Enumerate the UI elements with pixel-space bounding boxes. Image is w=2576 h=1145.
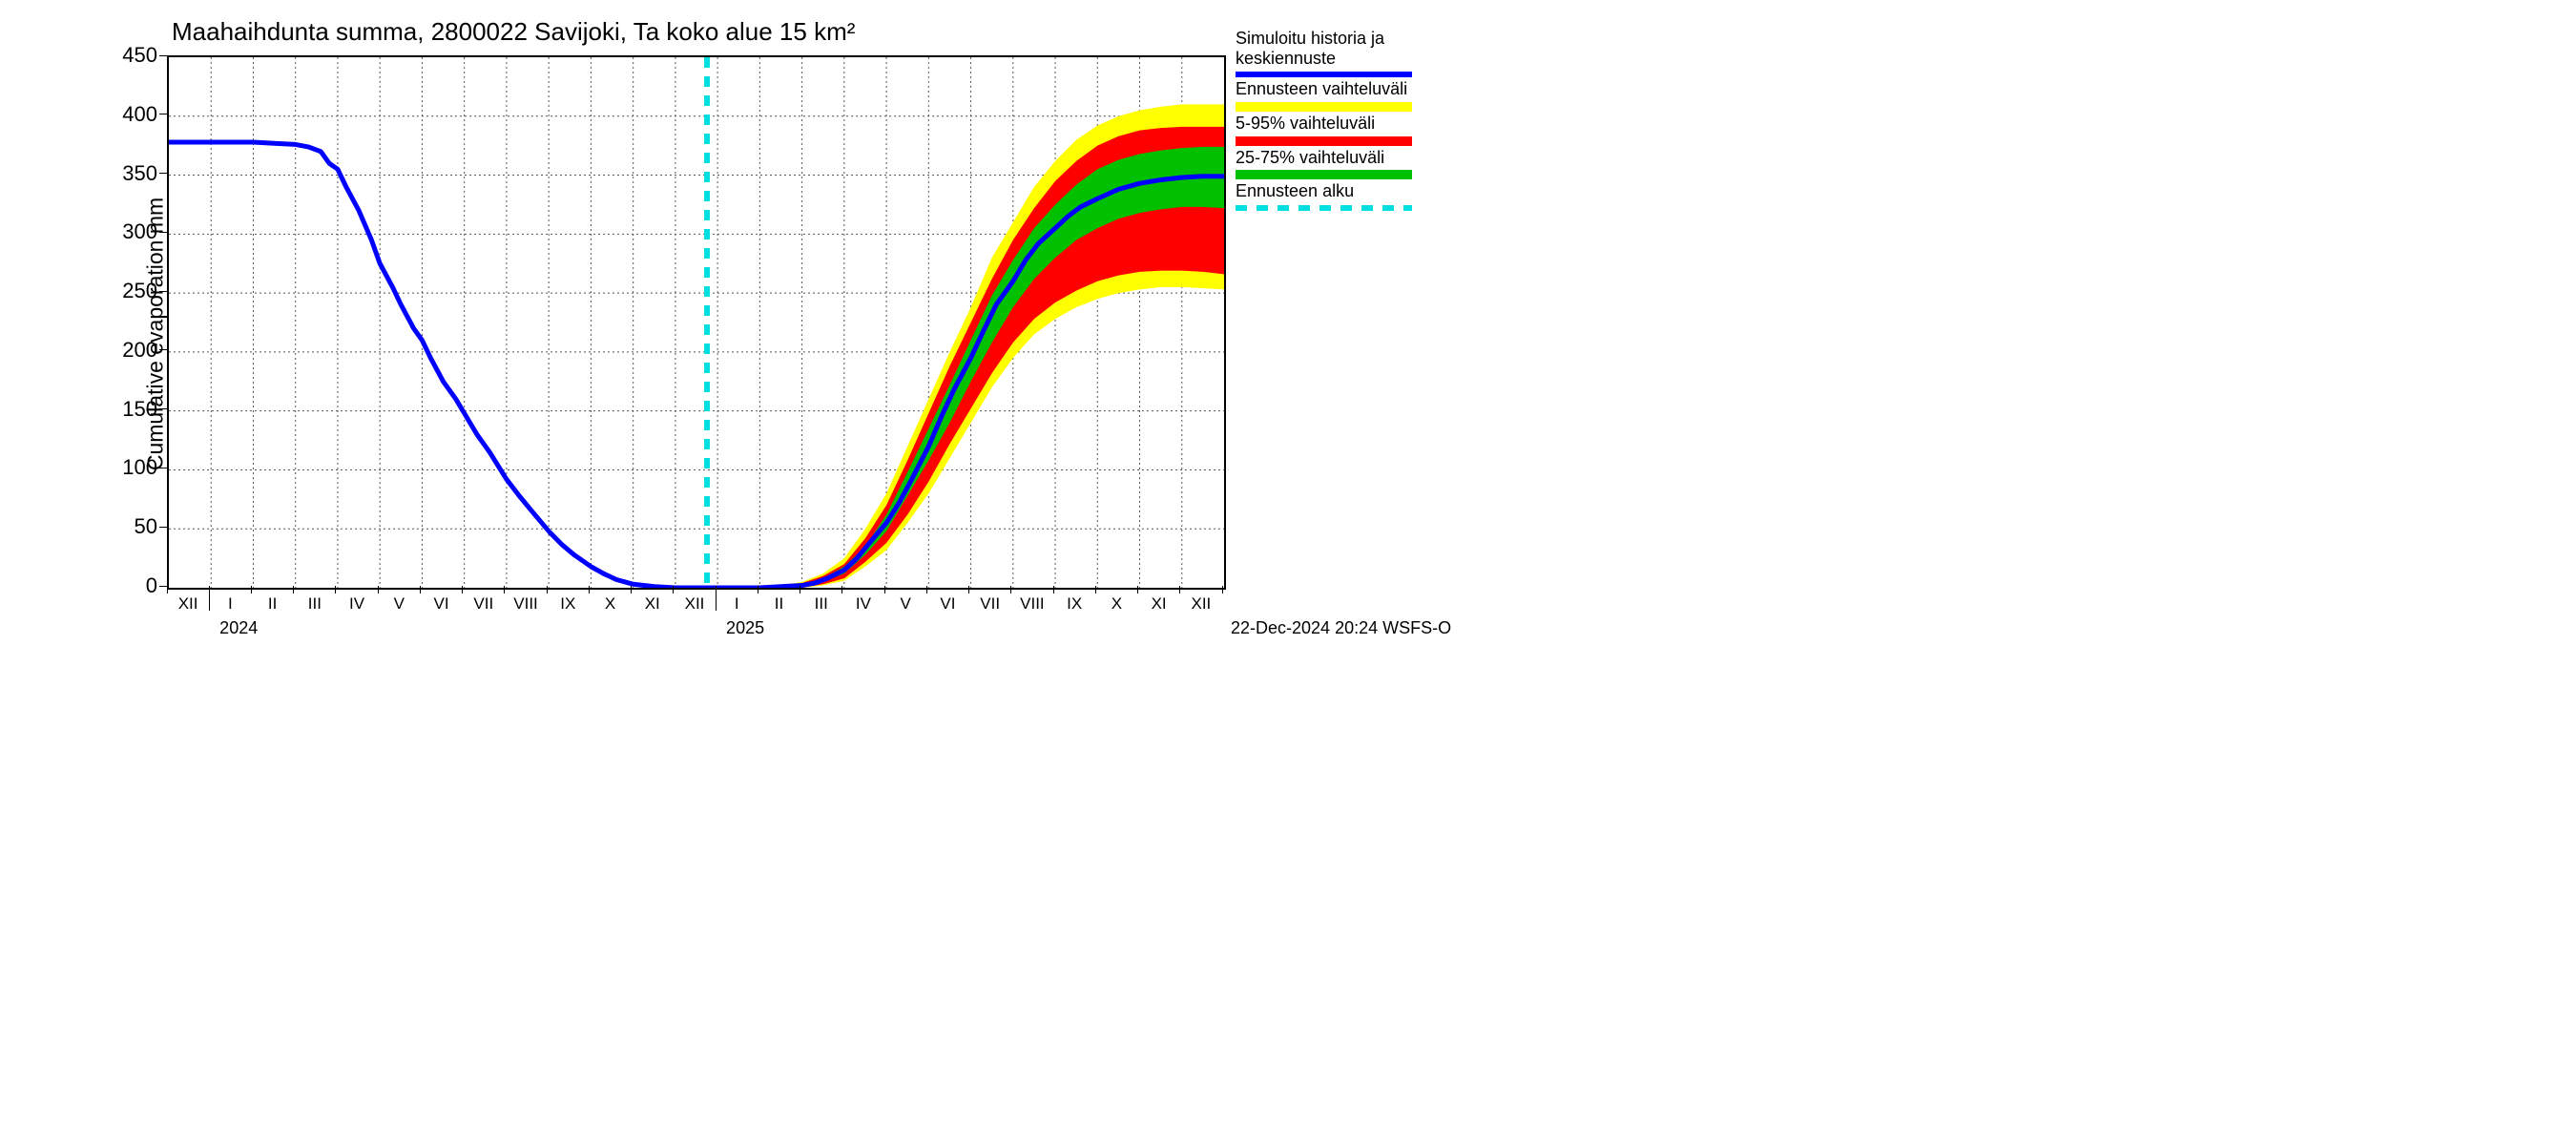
x-tick-label: X xyxy=(1111,594,1122,614)
x-minor-tick xyxy=(1095,586,1096,593)
x-tick-label: IV xyxy=(856,594,871,614)
legend-label: Ennusteen vaihteluväli xyxy=(1236,79,1445,99)
x-tick-label: XI xyxy=(1152,594,1167,614)
x-major-tick xyxy=(209,586,210,611)
x-tick-label: VII xyxy=(980,594,1000,614)
x-minor-tick xyxy=(631,586,632,593)
legend-label: Simuloitu historia ja keskiennuste xyxy=(1236,29,1445,68)
x-tick-label: I xyxy=(735,594,739,614)
x-tick-label: XII xyxy=(685,594,705,614)
y-tick-label: 450 xyxy=(100,43,157,68)
x-minor-tick xyxy=(968,586,969,593)
x-tick-label: X xyxy=(605,594,615,614)
plot-svg xyxy=(169,57,1224,588)
legend-label: 5-95% vaihteluväli xyxy=(1236,114,1445,134)
x-tick-label: XII xyxy=(1191,594,1211,614)
y-tick xyxy=(159,55,167,56)
x-tick-label: VIII xyxy=(513,594,538,614)
x-minor-tick xyxy=(673,586,674,593)
x-minor-tick xyxy=(504,586,505,593)
x-tick-label: VI xyxy=(940,594,955,614)
legend-item: Simuloitu historia ja keskiennuste xyxy=(1236,29,1445,77)
legend-swatch xyxy=(1236,102,1412,112)
x-tick-label: XII xyxy=(178,594,198,614)
y-tick-label: 300 xyxy=(100,219,157,244)
legend-item: Ennusteen alku xyxy=(1236,181,1445,211)
y-tick xyxy=(159,173,167,174)
x-minor-tick xyxy=(378,586,379,593)
x-minor-tick xyxy=(335,586,336,593)
x-minor-tick xyxy=(1179,586,1180,593)
y-tick-label: 200 xyxy=(100,338,157,363)
x-minor-tick xyxy=(547,586,548,593)
y-tick-label: 100 xyxy=(100,455,157,480)
plot-area xyxy=(167,55,1226,590)
x-minor-tick xyxy=(420,586,421,593)
chart-footer: 22-Dec-2024 20:24 WSFS-O xyxy=(1231,618,1451,638)
y-tick-label: 250 xyxy=(100,279,157,303)
x-tick-label: V xyxy=(394,594,405,614)
x-minor-tick xyxy=(1222,586,1223,593)
x-tick-label: II xyxy=(775,594,783,614)
x-year-label: 2024 xyxy=(219,618,258,638)
x-tick-label: IV xyxy=(349,594,364,614)
legend-label: Ennusteen alku xyxy=(1236,181,1445,201)
x-minor-tick xyxy=(462,586,463,593)
x-tick-label: IX xyxy=(1067,594,1082,614)
x-minor-tick xyxy=(293,586,294,593)
x-tick-label: III xyxy=(815,594,828,614)
evaporation-forecast-chart: Maahaihdunta summa, 2800022 Savijoki, Ta… xyxy=(0,0,1450,644)
legend-swatch xyxy=(1236,170,1412,179)
legend-swatch xyxy=(1236,205,1412,211)
x-minor-tick xyxy=(589,586,590,593)
legend-item: Ennusteen vaihteluväli xyxy=(1236,79,1445,112)
x-tick-label: II xyxy=(268,594,277,614)
x-minor-tick xyxy=(1010,586,1011,593)
x-tick-label: XI xyxy=(645,594,660,614)
x-minor-tick xyxy=(841,586,842,593)
x-tick-label: IX xyxy=(560,594,575,614)
x-major-tick xyxy=(716,586,717,611)
y-tick-label: 350 xyxy=(100,161,157,186)
x-minor-tick xyxy=(926,586,927,593)
y-tick-label: 150 xyxy=(100,397,157,422)
y-tick-label: 50 xyxy=(100,514,157,539)
x-minor-tick xyxy=(1137,586,1138,593)
y-tick xyxy=(159,527,167,528)
y-tick xyxy=(159,291,167,292)
x-minor-tick xyxy=(884,586,885,593)
chart-title: Maahaihdunta summa, 2800022 Savijoki, Ta… xyxy=(172,17,855,47)
legend-swatch xyxy=(1236,136,1412,146)
x-minor-tick xyxy=(1053,586,1054,593)
x-minor-tick xyxy=(167,586,168,593)
x-tick-label: III xyxy=(308,594,322,614)
y-tick xyxy=(159,349,167,350)
y-tick-label: 400 xyxy=(100,102,157,127)
y-tick xyxy=(159,408,167,409)
y-tick xyxy=(159,232,167,233)
x-year-label: 2025 xyxy=(726,618,764,638)
legend-item: 5-95% vaihteluväli xyxy=(1236,114,1445,146)
x-tick-label: VII xyxy=(473,594,493,614)
legend: Simuloitu historia ja keskiennuste Ennust… xyxy=(1236,29,1445,213)
x-tick-label: VI xyxy=(434,594,449,614)
legend-item: 25-75% vaihteluväli xyxy=(1236,148,1445,180)
x-minor-tick xyxy=(251,586,252,593)
y-tick-label: 0 xyxy=(100,573,157,598)
legend-swatch xyxy=(1236,72,1412,77)
x-tick-label: V xyxy=(901,594,911,614)
x-tick-label: I xyxy=(228,594,233,614)
x-tick-label: VIII xyxy=(1020,594,1045,614)
legend-label: 25-75% vaihteluväli xyxy=(1236,148,1445,168)
